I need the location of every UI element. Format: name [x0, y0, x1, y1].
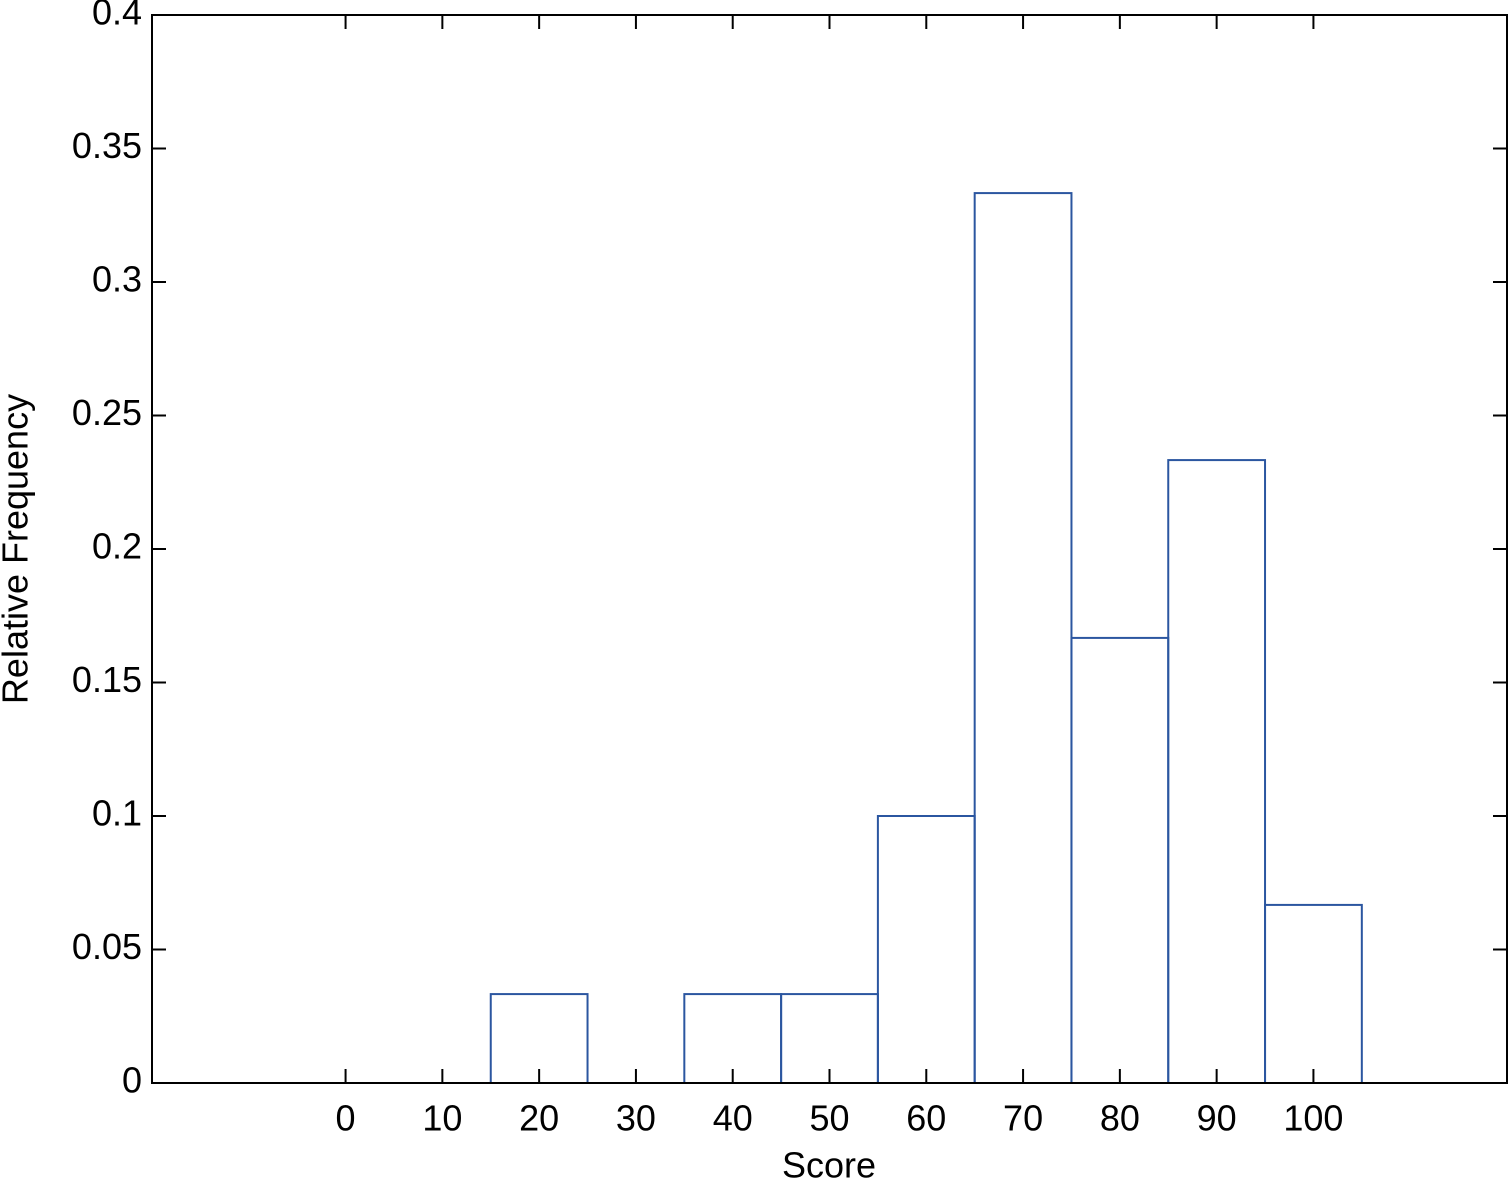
x-tick-label: 10 — [422, 1098, 462, 1139]
bar — [1167, 459, 1267, 1084]
x-tick-label: 70 — [1003, 1098, 1043, 1139]
y-axis-label: Relative Frequency — [0, 394, 36, 704]
bar — [876, 815, 976, 1084]
x-tick-label: 60 — [906, 1098, 946, 1139]
y-tick-label: 0 — [122, 1060, 142, 1101]
bar — [973, 192, 1073, 1085]
x-tick-label: 0 — [336, 1098, 356, 1139]
y-tick-label: 0.1 — [92, 793, 142, 834]
y-tick-label: 0.25 — [72, 392, 142, 433]
y-tick-label: 0.2 — [92, 526, 142, 567]
plot-frame — [151, 14, 1508, 1084]
y-tick-label: 0.35 — [72, 125, 142, 166]
x-tick-label: 30 — [616, 1098, 656, 1139]
bar — [1070, 636, 1170, 1084]
bar — [1264, 903, 1363, 1085]
x-tick-label: 40 — [713, 1098, 753, 1139]
x-tick-label: 80 — [1100, 1098, 1140, 1139]
y-tick-label: 0.05 — [72, 926, 142, 967]
x-tick-label: 100 — [1283, 1098, 1343, 1139]
x-tick-label: 50 — [809, 1098, 849, 1139]
x-tick-label: 90 — [1197, 1098, 1237, 1139]
y-tick-label: 0.15 — [72, 659, 142, 700]
y-tick-label: 0.3 — [92, 259, 142, 300]
x-axis-label: Score — [782, 1145, 876, 1185]
y-tick-label: 0.4 — [92, 0, 142, 33]
x-tick-label: 20 — [519, 1098, 559, 1139]
